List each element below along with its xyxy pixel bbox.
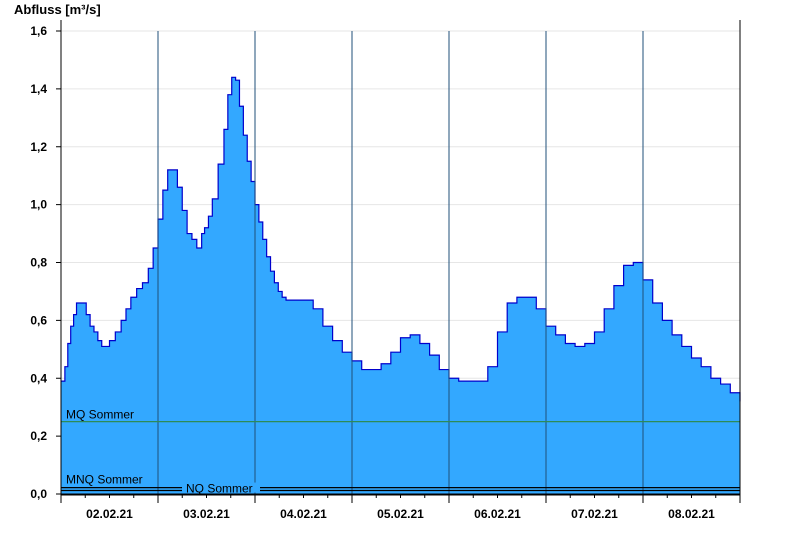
ref-label-mq: MQ Sommer — [66, 408, 134, 422]
x-tick-label: 06.02.21 — [474, 507, 521, 521]
y-tick-label: 1,6 — [30, 24, 47, 38]
x-tick-label: 04.02.21 — [280, 507, 327, 521]
y-axis-label: Abfluss [m³/s] — [14, 2, 101, 17]
x-tick-label: 03.02.21 — [183, 507, 230, 521]
reference-lines: MQ Sommer MNQ Sommer NQ Sommer — [61, 408, 740, 496]
ref-label-mnq: MNQ Sommer — [66, 473, 143, 487]
x-tick-labels: 02.02.21 03.02.21 04.02.21 05.02.21 06.02.21… — [60, 494, 741, 521]
x-tick-label: 08.02.21 — [668, 507, 715, 521]
y-tick-label: 0,6 — [30, 313, 47, 327]
discharge-line — [61, 76, 741, 402]
y-tick-label: 1,4 — [30, 82, 47, 96]
y-tick-label: 0,2 — [30, 429, 47, 443]
ref-label-nq-bg — [182, 482, 260, 493]
discharge-area — [61, 76, 741, 495]
y-tick-label: 0,4 — [30, 371, 47, 385]
x-tick-label: 07.02.21 — [571, 507, 618, 521]
y-tick-label: 0,8 — [30, 256, 47, 270]
day-separators — [157, 31, 644, 494]
ref-label-nq: NQ Sommer — [186, 482, 253, 496]
discharge-fill — [61, 77, 740, 495]
x-tick-label: 05.02.21 — [377, 507, 424, 521]
y-tick-label: 0,0 — [30, 487, 47, 501]
y-tick-labels: 0,0 0,2 0,4 0,6 0,8 1,0 1,2 1,4 1,6 — [30, 24, 61, 501]
y-tick-label: 1,0 — [30, 198, 47, 212]
x-tick-label: 02.02.21 — [86, 507, 133, 521]
y-tick-label: 1,2 — [30, 140, 47, 154]
